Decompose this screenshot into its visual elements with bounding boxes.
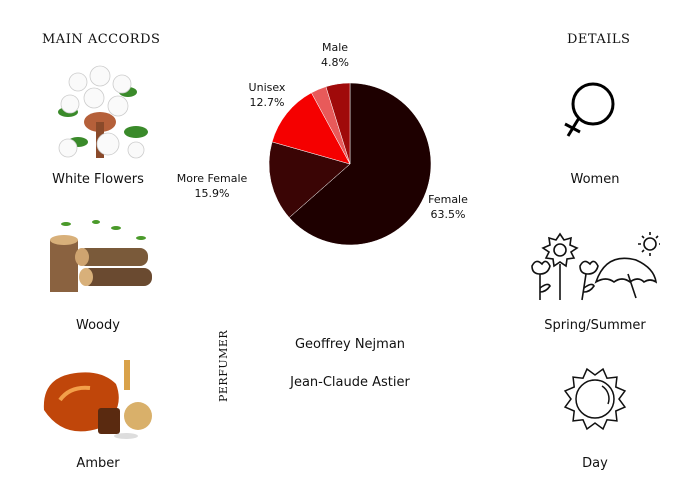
spring-summer-icon xyxy=(531,232,660,301)
perfumer-heading: PERFUMER xyxy=(217,329,230,402)
amber-stone-image xyxy=(43,360,152,439)
pie-label-female: Female 63.5% xyxy=(428,193,468,221)
detail-label-spring-summer: Spring/Summer xyxy=(544,318,646,333)
pie-label-male: Male 4.8% xyxy=(321,41,349,69)
accord-label-amber: Amber xyxy=(76,456,120,471)
wood-logs-image xyxy=(50,220,152,292)
detail-label-women: Women xyxy=(570,172,620,187)
pie-slice-female xyxy=(288,82,432,246)
accord-label-white-flowers: White Flowers xyxy=(52,172,144,187)
white-flowers-image xyxy=(58,65,148,159)
perfumer-name: Geoffrey Nejman xyxy=(294,337,406,352)
female-symbol-icon xyxy=(564,82,615,137)
pie-slice-more-female xyxy=(268,141,351,218)
detail-label-day: Day xyxy=(582,456,608,471)
pie-slice-unisex xyxy=(271,92,351,165)
perfumer-name: Jean-Claude Astier xyxy=(290,375,410,390)
accord-label-woody: Woody xyxy=(76,318,120,333)
details-heading: DETAILS xyxy=(567,32,631,47)
pie-label-unisex: Unisex 12.7% xyxy=(248,81,286,109)
sun-icon xyxy=(563,367,627,431)
pie-label-more-female: More Female 15.9% xyxy=(176,172,248,200)
pie-slice-male xyxy=(325,82,351,165)
main-accords-heading: MAIN ACCORDS xyxy=(42,32,161,47)
